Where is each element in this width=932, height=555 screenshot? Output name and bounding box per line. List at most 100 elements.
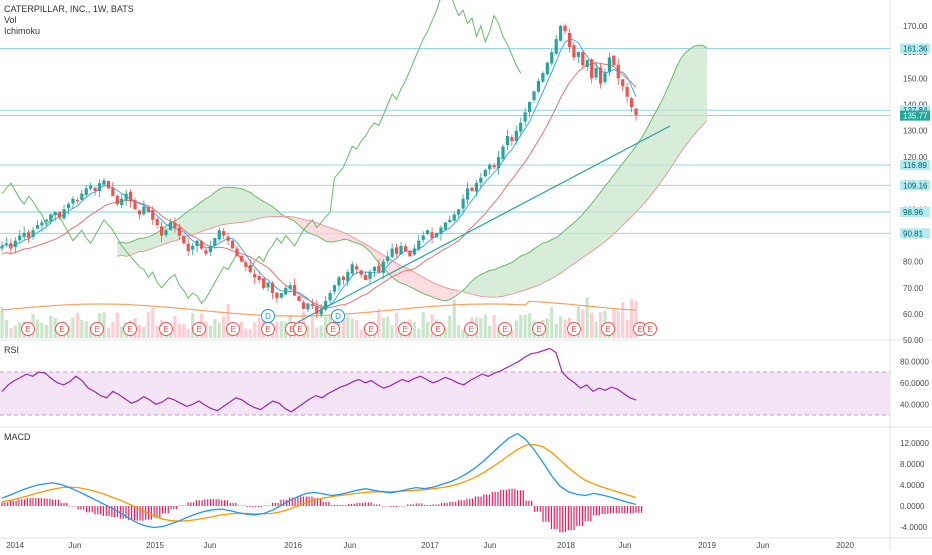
- current-price-badge: 135.77: [900, 110, 930, 121]
- macd-hist-bar: [384, 506, 386, 507]
- volume-bar: [75, 313, 79, 338]
- candle-body: [120, 198, 124, 206]
- candle-body: [89, 185, 93, 189]
- candle-body: [279, 293, 283, 298]
- macd-hist-bar: [277, 502, 279, 506]
- earnings-marker[interactable]: E: [431, 322, 445, 336]
- macd-hist-bar: [421, 503, 423, 506]
- macd-hist-bar: [238, 505, 240, 506]
- dividend-marker[interactable]: D: [261, 309, 275, 323]
- marker-label: E: [59, 325, 64, 334]
- volume-bar: [80, 319, 84, 338]
- macd-hist-bar: [77, 506, 79, 510]
- earnings-marker[interactable]: E: [643, 322, 657, 336]
- volume-bar: [106, 327, 111, 338]
- candle-body: [301, 302, 306, 309]
- macd-hist-bar: [390, 506, 392, 508]
- candle-body: [306, 303, 310, 310]
- candle-body: [97, 183, 102, 192]
- rsi-label[interactable]: RSI: [4, 345, 19, 355]
- macd-hist-bar: [452, 501, 454, 506]
- earnings-marker[interactable]: E: [90, 322, 104, 336]
- volume-bar: [137, 324, 142, 338]
- earnings-marker[interactable]: E: [21, 322, 35, 336]
- macd-hist-bar: [288, 497, 291, 506]
- volume-bar: [186, 328, 190, 338]
- macd-hist-bar: [12, 500, 14, 506]
- macd-hist-bar: [522, 490, 524, 506]
- macd-hist-bar: [587, 506, 589, 522]
- macd-hist-bar: [209, 499, 212, 506]
- candle-body: [35, 224, 40, 229]
- earnings-marker[interactable]: E: [192, 322, 206, 336]
- earnings-marker[interactable]: E: [464, 322, 478, 336]
- candle-body: [230, 240, 235, 249]
- earnings-marker[interactable]: E: [261, 322, 275, 336]
- macd-hist-bar: [328, 501, 330, 506]
- macd-hist-bar: [302, 496, 305, 506]
- macd-hist-bar: [483, 494, 485, 506]
- macd-label[interactable]: MACD: [4, 432, 31, 442]
- earnings-marker[interactable]: E: [123, 322, 137, 336]
- candle-body: [625, 87, 629, 97]
- macd-hist-bar: [162, 506, 164, 514]
- legend-volume[interactable]: Vol: [4, 15, 17, 25]
- macd-hist-bar: [63, 502, 65, 506]
- volume-bar: [483, 314, 487, 338]
- legend-ichimoku[interactable]: Ichimoku: [4, 26, 40, 36]
- macd-hist-bar: [111, 506, 113, 518]
- candle-body: [253, 274, 257, 278]
- macd-hist-bar: [564, 506, 567, 533]
- macd-hist-bar: [494, 491, 496, 506]
- macd-tick: 12.0000: [900, 439, 929, 448]
- macd-hist-bar: [550, 506, 553, 530]
- volume-bar: [421, 312, 425, 338]
- volume-bar: [173, 316, 177, 338]
- macd-hist-bar: [398, 506, 400, 507]
- earnings-marker[interactable]: E: [293, 322, 307, 336]
- time-axis[interactable]: 2014 Jun 2015 Jun 2016 Jun 2017 Jun 2018 Jun 2019 J…: [6, 541, 854, 550]
- earnings-marker[interactable]: E: [364, 322, 378, 336]
- macd-hist-bar: [4, 502, 6, 506]
- macd-hist-bar: [367, 502, 369, 506]
- volume-bar: [457, 325, 461, 338]
- earnings-marker[interactable]: E: [226, 322, 240, 336]
- volume-bar: [89, 326, 93, 338]
- candle-body: [84, 188, 88, 195]
- earnings-marker[interactable]: E: [55, 322, 69, 336]
- earnings-marker[interactable]: E: [326, 322, 340, 336]
- earnings-marker[interactable]: E: [532, 322, 546, 336]
- candle-body: [550, 52, 554, 64]
- volume-bar: [585, 297, 589, 338]
- macd-hist-bar: [584, 506, 586, 522]
- marker-label: E: [368, 325, 373, 334]
- candle-body: [541, 73, 545, 82]
- candle-body: [603, 73, 607, 83]
- dividend-marker[interactable]: D: [331, 309, 345, 323]
- marker-label: E: [127, 325, 132, 334]
- rsi-tick: 60.0000: [900, 379, 929, 388]
- candlestick-series: [0, 23, 638, 319]
- macd-hist-bar: [193, 502, 195, 506]
- macd-hist-bar: [474, 496, 476, 506]
- trendline[interactable]: [297, 125, 671, 323]
- macd-hist-bar: [159, 506, 161, 518]
- macd-hist-bar: [105, 506, 107, 516]
- volume-bar: [226, 304, 230, 338]
- candle-body: [532, 91, 536, 100]
- earnings-marker[interactable]: E: [398, 322, 412, 336]
- volume-bar: [355, 320, 359, 338]
- candle-body: [417, 240, 421, 250]
- earnings-marker[interactable]: E: [601, 322, 615, 336]
- time-tick: 2020: [836, 541, 854, 550]
- macd-hist-bar: [610, 506, 612, 514]
- earnings-marker[interactable]: E: [159, 322, 173, 336]
- earnings-marker[interactable]: E: [498, 322, 512, 336]
- macd-hist-bar: [618, 506, 620, 514]
- earnings-marker[interactable]: E: [567, 322, 581, 336]
- volume-bar: [9, 327, 13, 338]
- candle-body: [9, 243, 13, 249]
- candle-body: [581, 52, 585, 66]
